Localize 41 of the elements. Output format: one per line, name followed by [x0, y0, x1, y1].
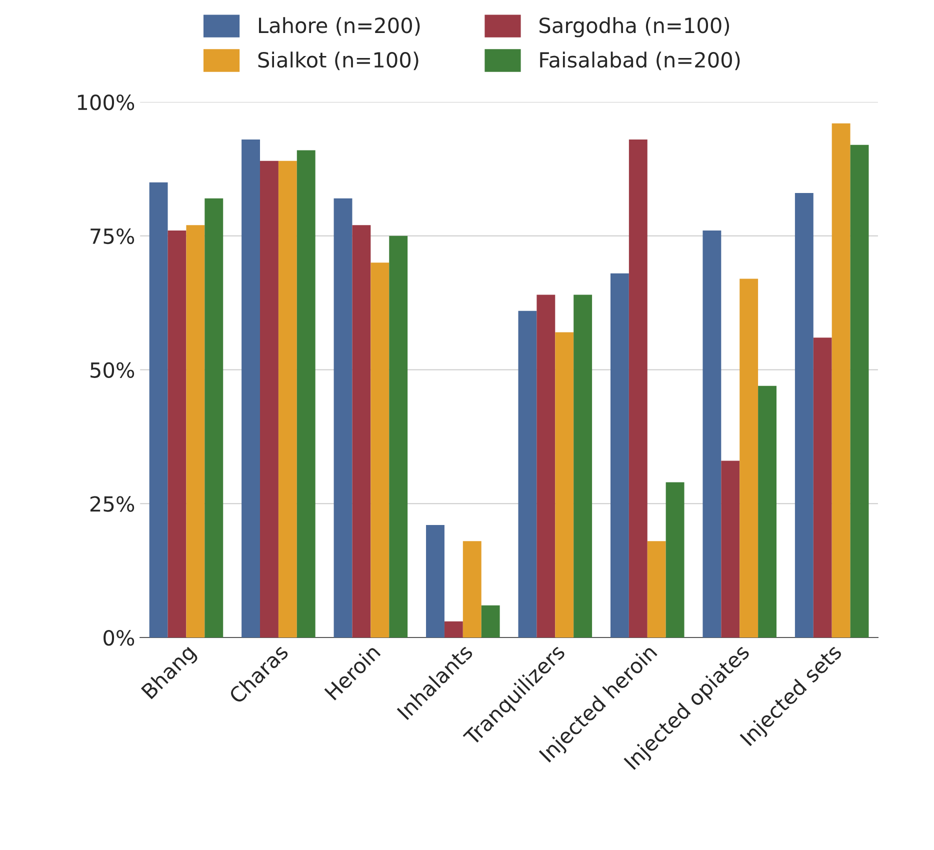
bar — [850, 144, 869, 638]
bar — [444, 621, 463, 638]
y-tick-label: 0% — [104, 630, 134, 646]
bar — [610, 273, 629, 638]
bar — [721, 460, 740, 638]
y-tick-label: 100% — [78, 94, 134, 110]
y-tick-label: 50% — [90, 362, 134, 378]
bar — [647, 541, 666, 638]
legend-label: Lahore (n=200) — [258, 17, 420, 36]
bar — [666, 482, 684, 638]
bar — [204, 198, 224, 638]
bar — [426, 525, 444, 638]
bar — [260, 160, 278, 638]
bar — [186, 225, 205, 638]
bar — [334, 198, 352, 638]
bar — [740, 278, 758, 638]
legend-label: Faisalabad (n=200) — [540, 52, 740, 70]
bar — [536, 294, 556, 638]
bar — [168, 230, 186, 638]
bar — [518, 310, 537, 638]
bar — [296, 150, 316, 638]
bar — [555, 332, 574, 638]
bar — [481, 605, 500, 638]
bar — [352, 225, 371, 638]
bar — [794, 193, 814, 638]
y-tick-label: 75% — [90, 228, 134, 244]
bar — [832, 123, 850, 638]
bar — [758, 386, 777, 638]
bar — [813, 338, 832, 638]
legend-label: Sargodha (n=100) — [540, 17, 730, 38]
bar — [462, 541, 482, 638]
bar — [702, 230, 722, 638]
bar — [242, 139, 260, 638]
bar — [389, 236, 408, 638]
legend-label: Sialkot (n=100) — [258, 52, 418, 70]
bar — [278, 160, 297, 638]
bar — [370, 262, 390, 638]
bar — [149, 182, 168, 638]
y-tick-label: 25% — [90, 496, 134, 512]
bar — [628, 139, 648, 638]
bar — [574, 294, 592, 638]
